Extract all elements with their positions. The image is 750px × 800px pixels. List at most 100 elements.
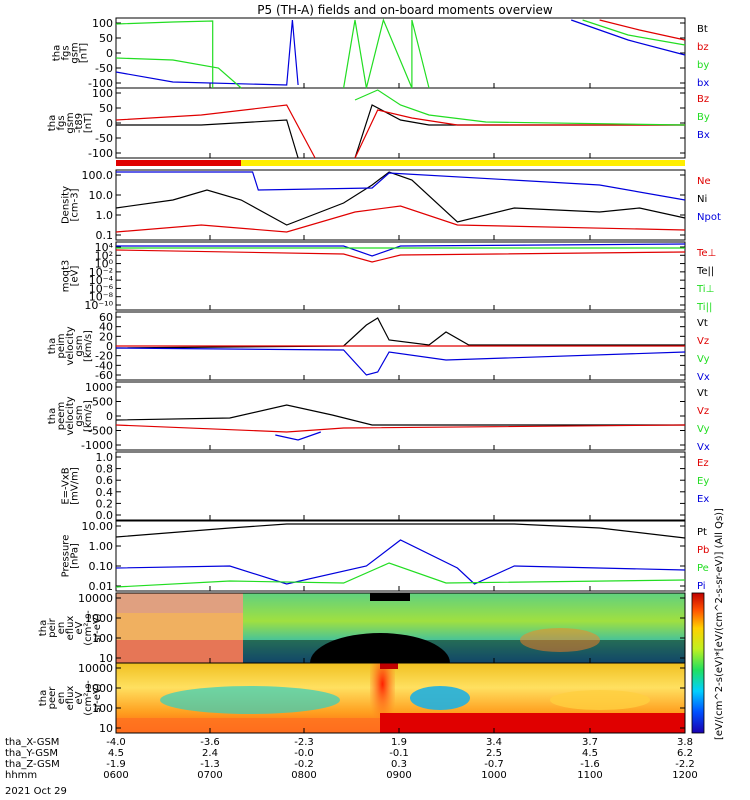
xaxis-value: 3.4 <box>486 737 502 748</box>
by-spikes <box>343 18 430 89</box>
legend-item: Ez <box>697 458 709 469</box>
xaxis-row-label: tha_X-GSM <box>5 737 59 748</box>
xaxis-value: 2.4 <box>202 748 218 759</box>
ytick-label: 0.2 <box>96 497 114 510</box>
ytick-label: 10⁻⁸ <box>89 291 114 304</box>
legend-item: Npot <box>697 212 721 223</box>
legend-item: Ne <box>697 176 711 187</box>
legend-item: Pb <box>697 545 709 556</box>
ylabel-line: tha <box>47 338 58 354</box>
bx-t89-2 <box>354 104 685 159</box>
legend-item: Bz <box>697 94 709 105</box>
legend-item: Ti|| <box>696 302 712 313</box>
legend-item: Bt <box>697 24 708 35</box>
ylabel-line: eV <box>74 621 85 634</box>
panel-frame-2 <box>115 87 686 159</box>
ytick-label: 60 <box>99 311 113 324</box>
legend-item: bx <box>697 78 709 89</box>
ytick-label: 1000 <box>85 682 113 695</box>
ylabel-line: moqt3 <box>61 260 72 293</box>
pe-line <box>115 562 686 588</box>
ti-line <box>116 243 686 257</box>
xaxis-value: 3.7 <box>582 737 598 748</box>
xaxis-value: 0600 <box>103 770 128 781</box>
pi-line <box>115 539 686 585</box>
ytick-label: 10² <box>95 249 113 262</box>
ylabel-line: tha <box>47 115 58 131</box>
legend-item: Vz <box>697 336 709 347</box>
ytick-label: 10⁻¹⁰ <box>84 299 113 312</box>
legend-item: Pe <box>697 563 709 574</box>
ytick-label: -50 <box>95 62 113 75</box>
legend-item: Pi <box>697 581 706 592</box>
ylabel-line: eflux <box>65 686 76 711</box>
ylabel-line: eflux <box>65 616 76 641</box>
xaxis-value: -0.2 <box>294 759 314 770</box>
legend-item: Vy <box>697 424 710 435</box>
legend-item: Bx <box>697 130 710 141</box>
ylabel-line: Density <box>61 186 72 224</box>
ylabel-line: en <box>56 622 67 635</box>
pt-line <box>115 523 686 539</box>
by-line-3 <box>582 19 686 46</box>
bz-t89-2 <box>354 109 685 159</box>
ylabel-line: sr-eV) <box>92 683 103 712</box>
ytick-label: 0 <box>106 47 113 60</box>
xaxis-value: 0800 <box>291 770 316 781</box>
by-t89 <box>354 89 686 126</box>
ytick-label: -20 <box>95 350 113 363</box>
ytick-label: 100 <box>92 702 113 715</box>
ylabel-line: gsm <box>70 42 81 63</box>
ylabel-line: -t89 <box>74 113 85 133</box>
ytick-label: 10⁰ <box>95 258 114 271</box>
ytick-label: 0.4 <box>96 486 114 499</box>
vx-peem-line <box>275 431 321 441</box>
ylabel-line: (cm²-s- <box>83 680 94 716</box>
xaxis-value: -4.0 <box>106 737 126 748</box>
ytick-label: 10⁴ <box>95 241 114 254</box>
ytick-label: 100.0 <box>82 169 114 182</box>
ytick-label: 10 <box>99 722 113 735</box>
ylabel-line: gsm <box>74 335 85 356</box>
ylabel-line: fgs <box>56 115 67 130</box>
ylabel-line: [nT] <box>79 43 90 63</box>
ylabel-line: velocity <box>65 396 76 435</box>
ytick-label: 100 <box>92 87 113 100</box>
ytick-label: -100 <box>88 147 113 160</box>
ylabel-group-7: E=-VxB[mV/m] <box>61 467 81 505</box>
ylabel-group-3: Density[cm-3] <box>61 186 81 224</box>
ytick-label: 50 <box>99 32 113 45</box>
ytick-label: 10.0 <box>89 189 114 202</box>
ytick-label: 10.00 <box>82 520 114 533</box>
ylabel-line: fgs <box>61 45 72 60</box>
ytick-label: 10⁻⁴ <box>89 274 114 287</box>
xaxis-value: -2.3 <box>294 737 314 748</box>
bx-t89 <box>116 119 299 159</box>
legend-item: Vt <box>697 388 708 399</box>
ylabel-line: [mV/m] <box>70 467 81 505</box>
ytick-label: 0.8 <box>96 463 114 476</box>
ylabel-line: sr-eV) <box>92 613 103 642</box>
xaxis-value: 4.5 <box>108 748 124 759</box>
xaxis-value: 2.5 <box>486 748 502 759</box>
legend-item: Ey <box>697 476 709 487</box>
ylabel-line: [cm-3] <box>70 188 81 221</box>
ytick-label: 0 <box>106 117 113 130</box>
ytick-label: 10000 <box>78 592 113 605</box>
panel-frame-6 <box>115 381 686 451</box>
xaxis-value: 0700 <box>197 770 222 781</box>
by-line <box>115 20 214 88</box>
legend-item: Vx <box>697 442 710 453</box>
status-bar-red <box>116 160 241 166</box>
status-bar-yellow <box>241 160 685 166</box>
legend-item: Pt <box>697 527 707 538</box>
bx-line <box>115 19 299 86</box>
ytick-label: 10⁻² <box>89 266 113 279</box>
ytick-label: 10 <box>99 652 113 665</box>
xaxis-value: -0.0 <box>294 748 314 759</box>
